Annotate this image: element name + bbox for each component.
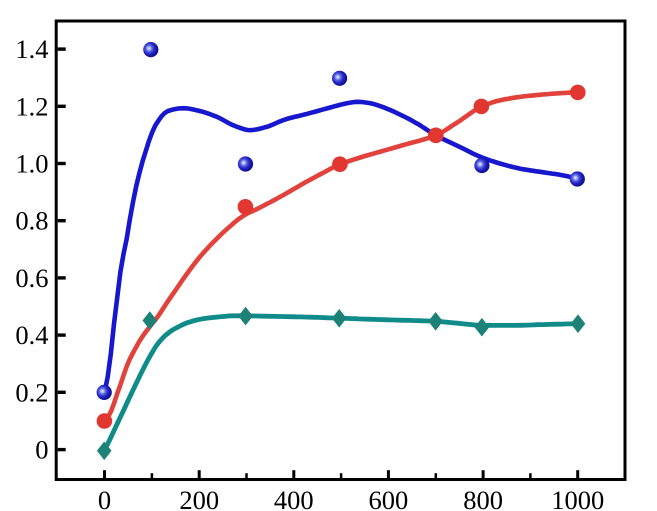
svg-text:1.0: 1.0 xyxy=(15,149,48,179)
svg-text:1.2: 1.2 xyxy=(15,91,48,121)
svg-text:200: 200 xyxy=(179,485,219,511)
svg-text:400: 400 xyxy=(274,485,314,511)
svg-text:0.2: 0.2 xyxy=(15,377,48,407)
svg-text:0: 0 xyxy=(35,435,48,465)
svg-text:600: 600 xyxy=(369,485,409,511)
svg-text:1.4: 1.4 xyxy=(15,34,48,64)
svg-text:0.8: 0.8 xyxy=(15,206,48,236)
svg-text:800: 800 xyxy=(463,485,503,511)
svg-text:0.6: 0.6 xyxy=(15,263,48,293)
svg-text:0: 0 xyxy=(98,485,111,511)
svg-text:1000: 1000 xyxy=(551,485,604,511)
svg-text:0.4: 0.4 xyxy=(15,320,48,350)
